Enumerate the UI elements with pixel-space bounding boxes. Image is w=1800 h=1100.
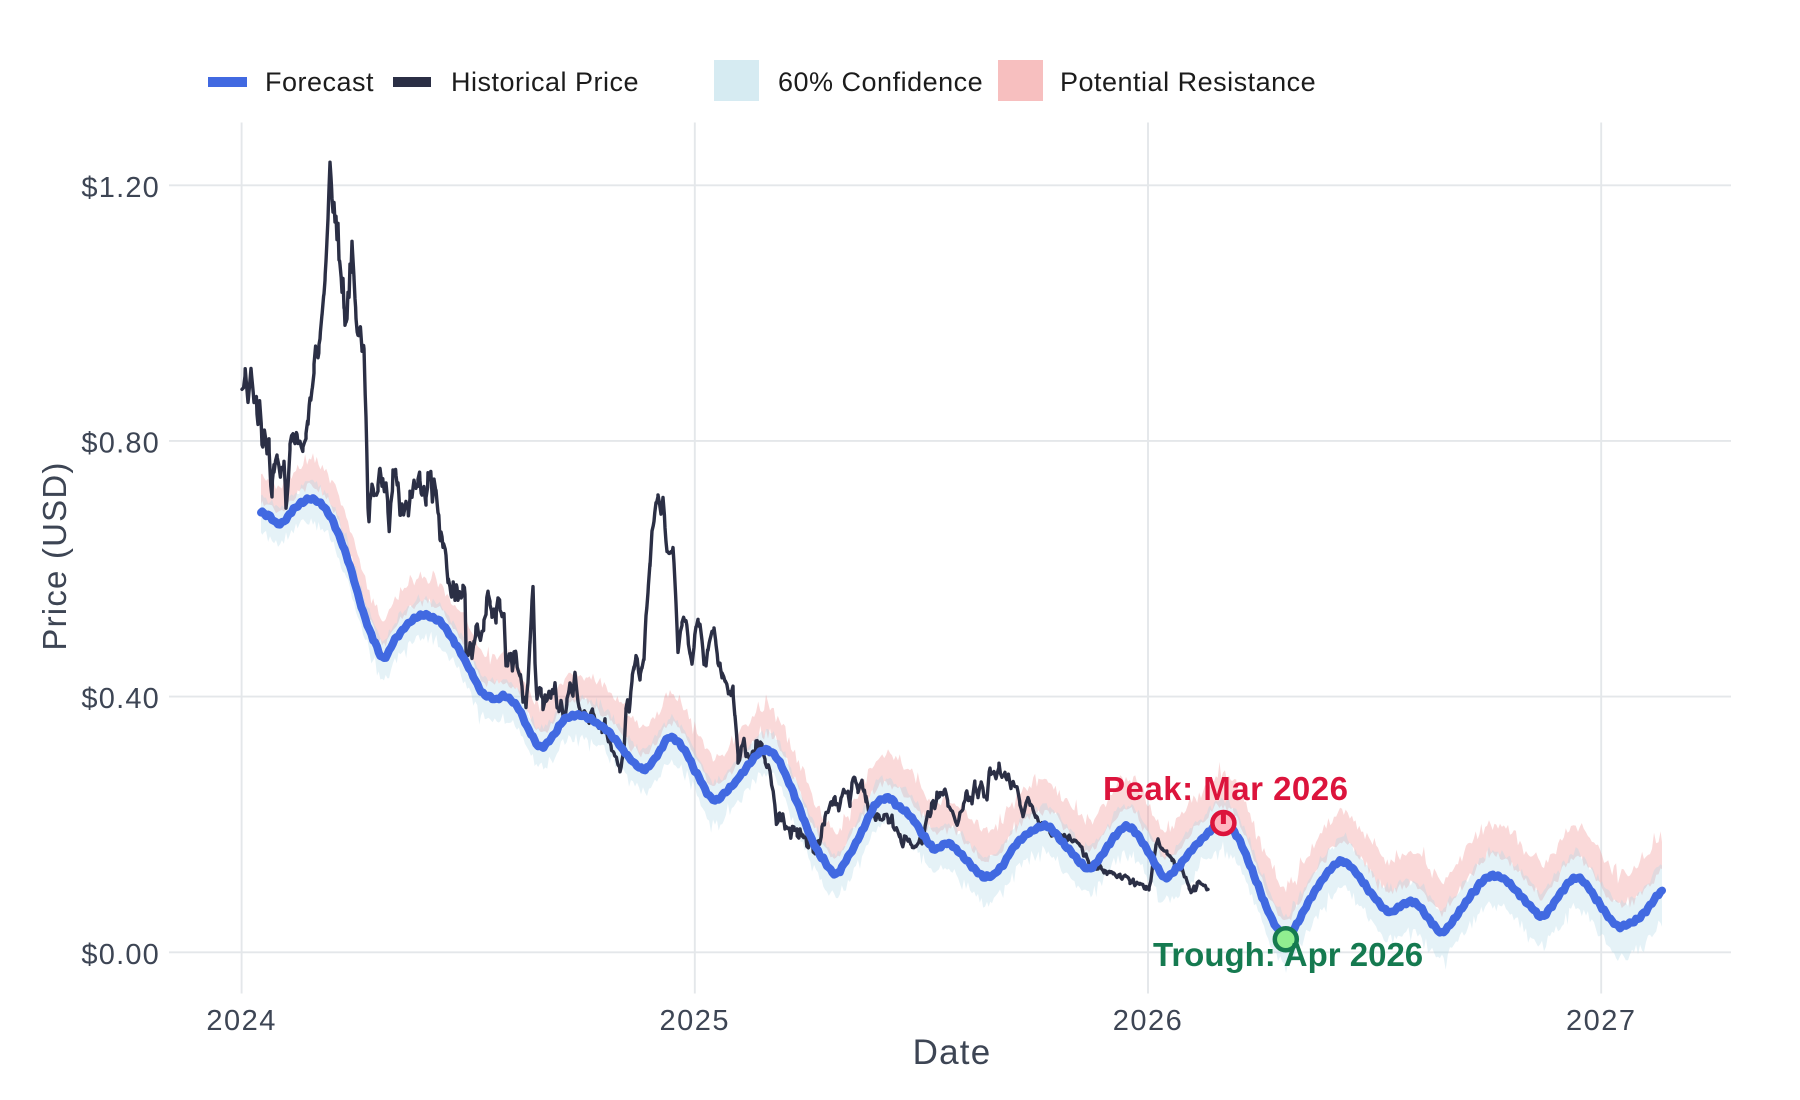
svg-text:Forecast: Forecast — [265, 67, 374, 97]
svg-text:Trough: Apr 2026: Trough: Apr 2026 — [1153, 936, 1423, 973]
svg-text:Historical Price: Historical Price — [451, 67, 639, 97]
svg-text:$0.80: $0.80 — [81, 427, 160, 459]
svg-text:Date: Date — [913, 1033, 992, 1072]
svg-text:2027: 2027 — [1566, 1005, 1637, 1037]
svg-text:Potential Resistance: Potential Resistance — [1060, 67, 1316, 97]
svg-text:2026: 2026 — [1113, 1005, 1184, 1037]
svg-text:$0.40: $0.40 — [81, 683, 160, 715]
svg-text:2024: 2024 — [206, 1005, 277, 1037]
svg-text:Peak: Mar 2026: Peak: Mar 2026 — [1103, 770, 1349, 807]
svg-text:Price (USD): Price (USD) — [36, 461, 73, 650]
svg-text:$1.20: $1.20 — [81, 172, 160, 204]
svg-text:$0.00: $0.00 — [81, 939, 160, 971]
svg-text:60% Confidence: 60% Confidence — [778, 67, 983, 97]
svg-text:2025: 2025 — [660, 1005, 731, 1037]
